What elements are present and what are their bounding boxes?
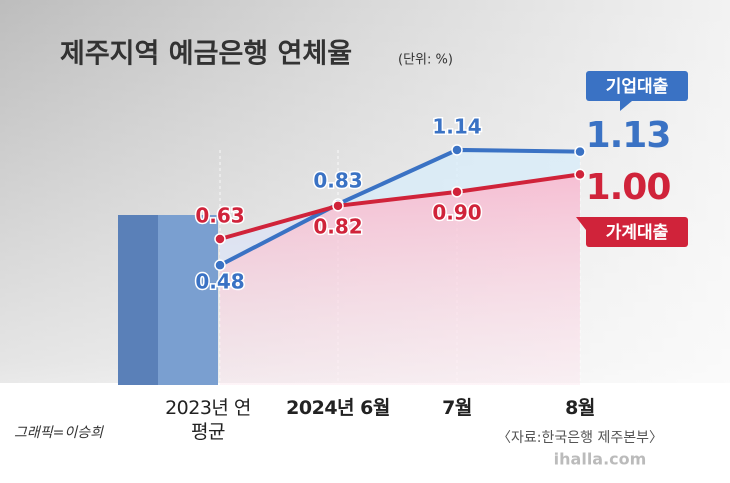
point xyxy=(451,144,463,156)
data-label: 0.83 xyxy=(313,169,362,193)
point xyxy=(214,233,226,245)
x-tick-label: 2024년 6월 xyxy=(286,397,390,419)
series-line xyxy=(219,172,581,241)
legend-pointer xyxy=(620,101,632,111)
point xyxy=(214,259,226,271)
area xyxy=(220,149,580,266)
point xyxy=(332,200,344,212)
credit: 그래픽=이승희 xyxy=(14,425,104,441)
point xyxy=(574,168,586,181)
data-label: 0.82 xyxy=(313,214,362,238)
point xyxy=(574,145,586,158)
source: 〈자료:한국은행 제주본부〉 xyxy=(497,430,663,446)
series-line xyxy=(219,147,581,267)
data-label: 0.90 xyxy=(432,200,481,224)
watermark: ihalla.com xyxy=(554,450,647,469)
end-label: 1.00 xyxy=(586,167,671,208)
point xyxy=(451,186,463,198)
building xyxy=(118,215,218,385)
footer-band xyxy=(0,383,730,483)
legend-box xyxy=(586,71,688,101)
x-tick-label: 7월 xyxy=(442,397,472,419)
legend-pointer xyxy=(576,217,600,230)
legend-box xyxy=(586,217,688,247)
data-label: 0.48 xyxy=(195,270,244,294)
area xyxy=(220,174,580,385)
data-label: 0.63 xyxy=(195,203,244,227)
x-tick-label: 8월 xyxy=(565,397,595,419)
legend-label: 가계대출 xyxy=(606,223,669,243)
chart-title: 제주지역 예금은행 연체율 xyxy=(60,39,352,70)
x-tick-label: 2023년 연평균 xyxy=(165,397,251,443)
end-label: 1.13 xyxy=(586,115,671,156)
unit: (단위: %) xyxy=(398,53,453,68)
data-label: 1.14 xyxy=(432,114,481,138)
legend-label: 기업대출 xyxy=(606,77,669,97)
